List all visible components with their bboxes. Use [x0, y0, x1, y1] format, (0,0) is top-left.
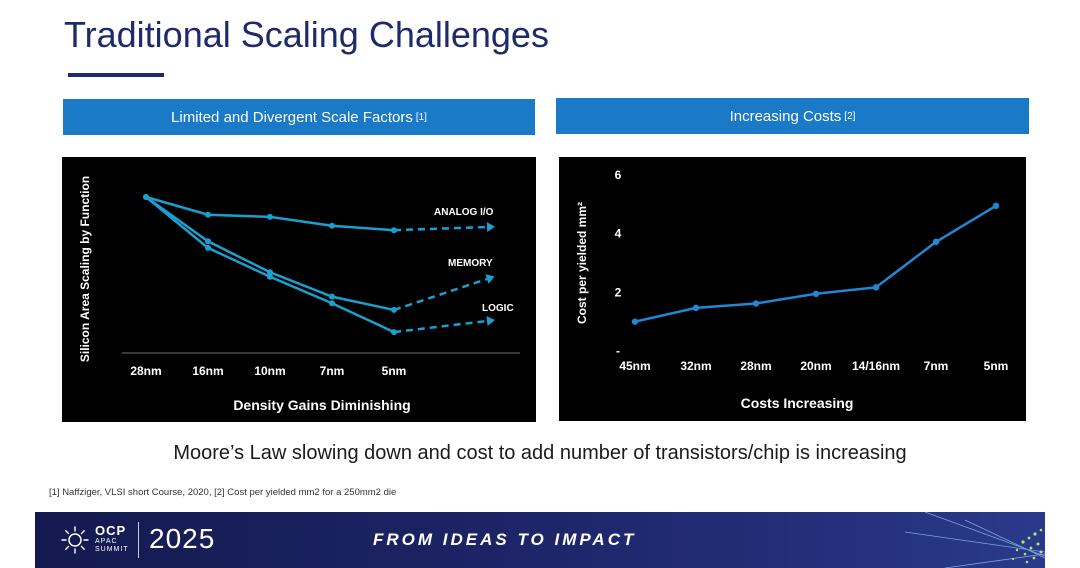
x-tick-label: 28nm: [130, 364, 161, 378]
data-point: [692, 304, 700, 312]
footer-year: 2025: [149, 523, 216, 554]
x-axis-title: Costs Increasing: [741, 395, 854, 411]
costs-chart-panel: - 2 4 6 45nm 32nm 28nm 20nm 14/16nm 7nm 5nm Costs I…: [559, 157, 1026, 421]
data-point: [752, 300, 760, 307]
x-tick-label: 5nm: [382, 364, 407, 378]
data-point: [205, 211, 211, 218]
projection-dashed-line: [393, 277, 488, 312]
y-tick-label: 4: [615, 227, 622, 241]
costs-chart: - 2 4 6 45nm 32nm 28nm 20nm 14/16nm 7nm 5nm Costs I…: [575, 168, 1009, 411]
ocp-logo-sub2: SUMMIT: [95, 546, 129, 553]
data-point: [143, 194, 149, 200]
y-tick-label: -: [616, 344, 620, 358]
right-banner-ref: [2]: [844, 110, 856, 122]
ocp-logo-sub1: APAC: [95, 538, 118, 545]
data-point: [267, 213, 273, 220]
data-point: [329, 222, 335, 229]
data-point: [205, 238, 211, 245]
series-label: MEMORY: [448, 258, 493, 269]
data-point: [391, 306, 397, 313]
data-point: [391, 329, 397, 336]
series-line: [145, 195, 395, 232]
x-tick-label: 45nm: [619, 359, 650, 373]
data-point: [391, 227, 397, 234]
y-axis-title: Silicon Area Scaling by Function: [78, 176, 92, 362]
cost-series-line: [634, 204, 997, 323]
data-point: [992, 202, 1000, 209]
scale-factors-chart-panel: 28nm 16nm 10nm 7nm 5nm Density Gains Diminish…: [62, 157, 536, 422]
y-axis-title: Cost per yielded mm²: [575, 202, 589, 324]
right-chart-banner: Increasing Costs [2]: [556, 98, 1029, 134]
y-tick-label: 6: [615, 168, 622, 182]
footer-divider: [138, 522, 139, 558]
projection-arrowhead: [486, 222, 495, 232]
data-point: [932, 238, 940, 246]
left-chart-banner: Limited and Divergent Scale Factors [1]: [63, 99, 535, 135]
left-banner-label: Limited and Divergent Scale Factors: [171, 108, 413, 126]
slide-caption: Moore’s Law slowing down and cost to add…: [173, 442, 907, 464]
slide-title: Traditional Scaling Challenges: [64, 14, 549, 55]
footer-band: OCP APAC SUMMIT 2025 FROM IDEAS TO IMPAC…: [35, 512, 1045, 568]
projection-dashed-line: [393, 225, 488, 232]
x-tick-label: 5nm: [984, 359, 1009, 373]
y-tick-label: 2: [615, 285, 622, 299]
data-point: [631, 318, 639, 325]
footnote: [1] Naffziger, VLSI short Course, 2020, …: [49, 487, 397, 498]
data-point: [329, 300, 335, 307]
data-point: [872, 284, 880, 291]
scale-factors-chart: 28nm 16nm 10nm 7nm 5nm Density Gains Diminish…: [78, 176, 520, 413]
data-point: [267, 269, 273, 276]
ocp-wordmark: OCP APAC SUMMIT: [95, 524, 129, 553]
x-tick-label: 32nm: [680, 359, 711, 373]
x-tick-label: 14/16nm: [852, 359, 900, 373]
x-tick-label: 20nm: [800, 359, 831, 373]
data-point: [329, 293, 335, 300]
x-tick-label: 10nm: [254, 364, 285, 378]
projection-arrowhead: [486, 316, 495, 326]
left-banner-ref: [1]: [415, 111, 427, 123]
series-label: ANALOG I/O: [434, 207, 494, 218]
x-tick-label: 7nm: [320, 364, 345, 378]
right-banner-label: Increasing Costs: [729, 107, 842, 125]
data-point: [205, 244, 211, 251]
footer-tagline: FROM IDEAS TO IMPACT: [373, 530, 637, 549]
series-label: LOGIC: [482, 303, 514, 314]
x-axis-title: Density Gains Diminishing: [233, 397, 410, 413]
projection-arrowhead: [485, 274, 495, 284]
title-underline: [68, 73, 164, 77]
decorative-rays: [905, 512, 1045, 568]
x-tick-label: 16nm: [192, 364, 223, 378]
data-point: [812, 290, 820, 297]
projection-dashed-line: [393, 319, 488, 334]
x-tick-label: 28nm: [740, 359, 771, 373]
data-point: [267, 273, 273, 280]
x-tick-label: 7nm: [924, 359, 949, 373]
ocp-logo-text: OCP: [95, 523, 127, 538]
sunburst-logo-icon: [61, 526, 89, 554]
